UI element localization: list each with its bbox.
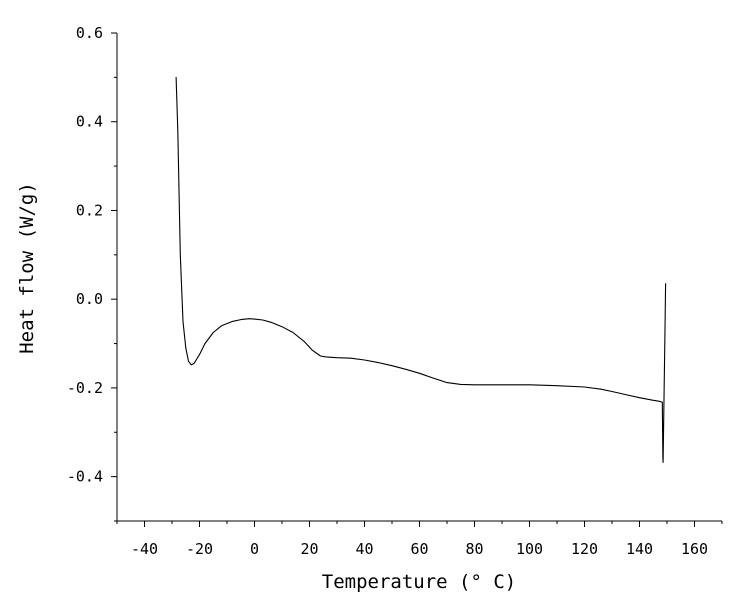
y-tick-label: -0.4: [67, 468, 103, 486]
x-axis-title: Temperature (° C): [322, 571, 516, 593]
y-axis: -0.4 -0.2 0.0 0.2 0.4 0.6: [67, 24, 118, 522]
y-tick-label: 0.6: [76, 24, 103, 42]
x-tick-label: -40: [131, 540, 158, 558]
x-axis: -40 -20 0 20 40 60 80 100 120 140 160: [116, 520, 723, 558]
x-tick-label: 100: [516, 540, 543, 558]
x-tick-label: 80: [465, 540, 483, 558]
x-tick-label: 120: [571, 540, 598, 558]
y-tick-label: 0.4: [76, 113, 103, 131]
y-tick-label: -0.2: [67, 379, 103, 397]
x-tick-label: 0: [250, 540, 259, 558]
x-tick-label: 20: [300, 540, 318, 558]
x-tick-label: 40: [355, 540, 373, 558]
series-layer: [175, 76, 667, 463]
x-tick-label: 140: [626, 540, 653, 558]
y-tick-label: 0.2: [76, 201, 103, 219]
y-tick-label: 0.0: [76, 290, 103, 308]
x-tick-label: 60: [410, 540, 428, 558]
x-tick-label: 160: [681, 540, 708, 558]
heat-flow-line: [175, 76, 667, 463]
x-tick-label: -20: [186, 540, 213, 558]
y-axis-title: Heat flow (W/g): [16, 182, 38, 354]
